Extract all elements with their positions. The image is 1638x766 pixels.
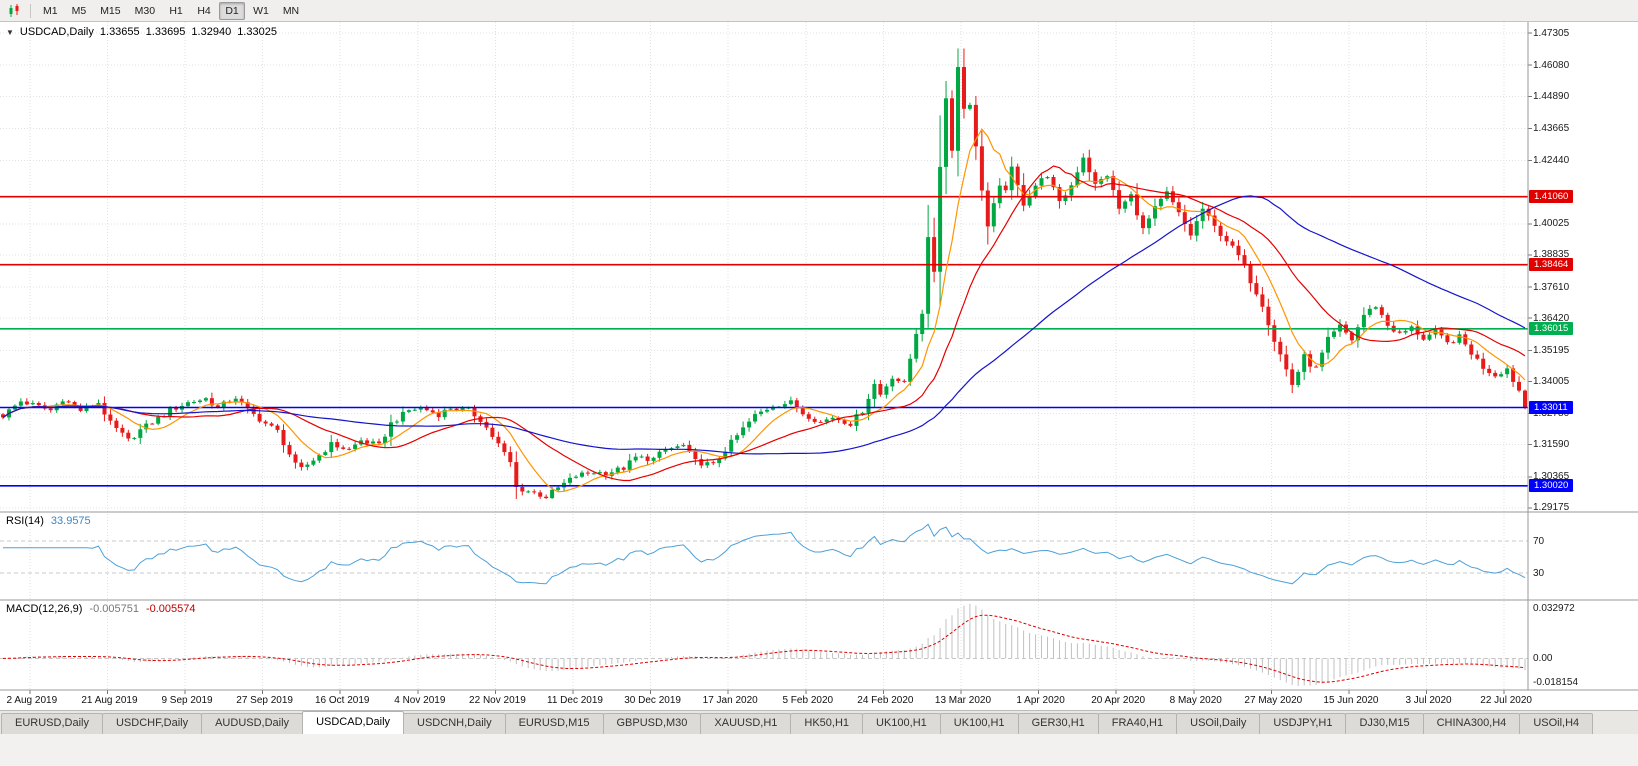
status-strip — [0, 734, 1638, 766]
timeframe-m30-button[interactable]: M30 — [129, 2, 161, 20]
timeframe-m15-button[interactable]: M15 — [94, 2, 126, 20]
toolbar-separator — [30, 3, 31, 18]
rsi-name: RSI(14) — [6, 515, 44, 527]
tab-eurusd-daily[interactable]: EURUSD,Daily — [1, 713, 103, 734]
toolbar: M1 M5 M15 M30 H1 H4 D1 W1 MN — [0, 0, 1638, 22]
timeframe-m1-button[interactable]: M1 — [37, 2, 64, 20]
tab-audusd-daily[interactable]: AUDUSD,Daily — [201, 713, 304, 734]
tab-xauusd-h1[interactable]: XAUUSD,H1 — [700, 713, 792, 734]
timeframe-m5-button[interactable]: M5 — [66, 2, 93, 20]
tab-uk100-h1[interactable]: UK100,H1 — [939, 713, 1019, 734]
chart-close-value: 1.33025 — [237, 26, 277, 38]
candlestick-chart-icon[interactable] — [4, 2, 24, 20]
timeframe-d1-button[interactable]: D1 — [219, 1, 246, 20]
chart-canvas[interactable] — [0, 0, 1638, 710]
tab-uk100-h1[interactable]: UK100,H1 — [862, 713, 941, 734]
macd-signal-value: -0.005574 — [145, 603, 196, 615]
tab-fra40-h1[interactable]: FRA40,H1 — [1097, 713, 1178, 734]
tab-usoil-daily[interactable]: USOil,Daily — [1176, 713, 1261, 734]
tab-usdjpy-h1[interactable]: USDJPY,H1 — [1259, 713, 1347, 734]
tab-china300-h4[interactable]: CHINA300,H4 — [1422, 713, 1521, 734]
timeframe-h4-button[interactable]: H4 — [191, 2, 217, 20]
timeframe-h1-button[interactable]: H1 — [163, 2, 189, 20]
rsi-value: 33.9575 — [50, 515, 91, 527]
chart-symbol-label: USDCAD,Daily — [19, 26, 94, 38]
chart-ohlc-header: ▼ USDCAD,Daily 1.33655 1.33695 1.32940 1… — [6, 26, 277, 38]
chart-low-value: 1.32940 — [191, 26, 232, 38]
tab-eurusd-m15[interactable]: EURUSD,M15 — [504, 713, 604, 734]
chart-open-value: 1.33655 — [99, 26, 140, 38]
tab-hk50-h1[interactable]: HK50,H1 — [790, 713, 864, 734]
candlestick-icon-glyph — [9, 3, 19, 17]
collapse-triangle-icon[interactable]: ▼ — [6, 27, 14, 37]
timeframe-mn-button[interactable]: MN — [277, 2, 305, 20]
rsi-indicator-label: RSI(14) 33.9575 — [6, 515, 91, 527]
chart-high-value: 1.33695 — [145, 26, 186, 38]
chart-tab-bar: EURUSD,Daily USDCHF,Daily AUDUSD,Daily USDC… — [0, 710, 1638, 734]
macd-indicator-label: MACD(12,26,9) -0.005751 -0.005574 — [6, 603, 196, 615]
tab-dj30-m15[interactable]: DJ30,M15 — [1345, 713, 1424, 734]
tab-ger30-h1[interactable]: GER30,H1 — [1017, 713, 1099, 734]
tab-usdcnh-daily[interactable]: USDCNH,Daily — [403, 713, 506, 734]
tab-usdcad-daily[interactable]: USDCAD,Daily — [302, 711, 405, 734]
tab-gbpusd-m30[interactable]: GBPUSD,M30 — [602, 713, 702, 734]
tab-usoil-h4[interactable]: USOil,H4 — [1519, 713, 1594, 734]
macd-main-value: -0.005751 — [89, 603, 139, 615]
macd-name: MACD(12,26,9) — [6, 603, 83, 615]
tab-usdchf-daily[interactable]: USDCHF,Daily — [101, 713, 203, 734]
timeframe-w1-button[interactable]: W1 — [247, 2, 275, 20]
